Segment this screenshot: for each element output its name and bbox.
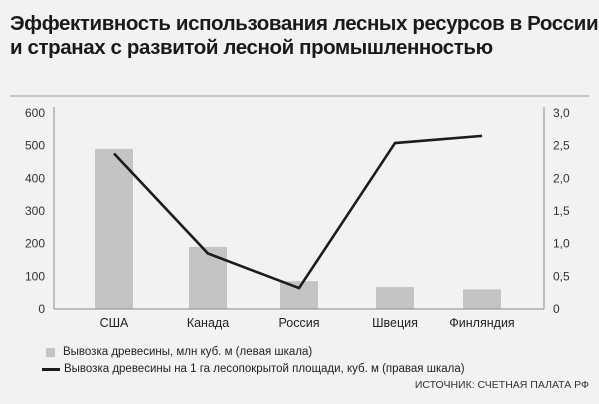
left-tick-label-2: 100 — [25, 269, 45, 283]
left-tick-label-7: 600 — [25, 106, 45, 120]
chart-title-line-2: и странах с развитой лесной промышленнос… — [10, 36, 493, 59]
legend-swatch-bar — [46, 347, 55, 357]
x-tick-label-2: Канада — [187, 316, 229, 330]
right-tick-label-1: 0 — [553, 302, 560, 316]
legend: Вывозка древесины, млн куб. м (левая шка… — [42, 345, 465, 379]
bar-3 — [280, 281, 318, 309]
legend-label-bars: Вывозка древесины, млн куб. м (левая шка… — [63, 346, 313, 358]
legend-item-line: Вывозка древесины на 1 га лесопокрытой п… — [42, 362, 465, 376]
line-series-path — [113, 134, 483, 290]
left-tick-label-5: 400 — [25, 171, 45, 185]
bar-2 — [189, 246, 227, 309]
bar-5 — [463, 289, 501, 309]
source-note: ИСТОЧНИК: СЧЕТНАЯ ПАЛАТА РФ — [414, 379, 589, 391]
x-tick-label-4: Швеция — [372, 316, 418, 330]
right-tick-label-7: 3,0 — [553, 106, 570, 120]
right-tick-label-5: 2,0 — [553, 171, 570, 185]
legend-swatch-line — [42, 367, 60, 371]
right-tick-label-2: 0,5 — [553, 269, 570, 283]
left-tick-label-3: 200 — [25, 237, 45, 251]
legend-item-bars: Вывозка древесины, млн куб. м (левая шка… — [42, 345, 465, 359]
bars-layer — [95, 148, 501, 309]
right-tick-label-3: 1,0 — [553, 237, 570, 251]
legend-label-line: Вывозка древесины на 1 га лесопокрытой п… — [64, 363, 465, 375]
ticks-layer: 0 100 200 300 400 500 600 0 0,5 1,0 1,5 2,0 2,5 3,0 СШ… — [25, 106, 570, 330]
chart-title-line-1: Эффективность использования лесных ресур… — [10, 12, 599, 35]
left-tick-label-6: 500 — [25, 139, 45, 153]
line-layer — [113, 134, 483, 290]
left-tick-label-1: 0 — [38, 302, 45, 316]
right-tick-label-6: 2,5 — [553, 139, 570, 153]
right-tick-label-4: 1,5 — [553, 204, 570, 218]
x-tick-label-3: Россия — [279, 316, 320, 330]
axes-layer — [53, 107, 545, 310]
left-tick-label-4: 300 — [25, 204, 45, 218]
chart-title: Эффективность использования лесных ресур… — [10, 12, 599, 60]
bar-4 — [376, 287, 414, 309]
x-tick-label-5: Финляндия — [449, 316, 514, 330]
x-tick-label-1: США — [100, 316, 129, 330]
bar-1 — [95, 148, 133, 309]
